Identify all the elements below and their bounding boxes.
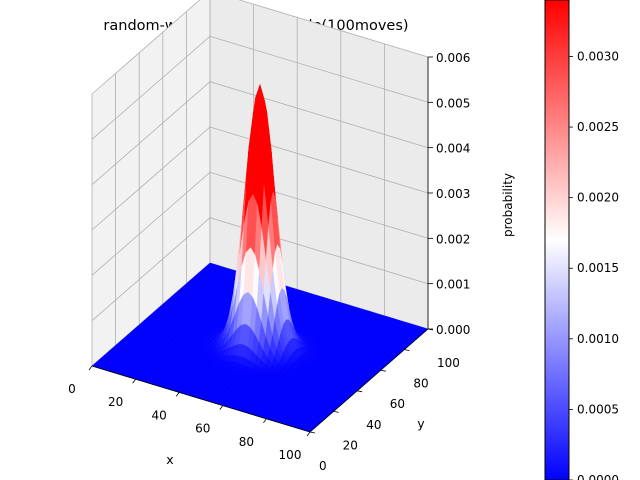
y-tick-label: 80 <box>413 377 428 391</box>
y-axis-line <box>309 328 429 433</box>
colorbar-tick-label: 0.0025 <box>577 120 619 134</box>
x-tick-label: 100 <box>279 448 302 462</box>
x-tick-mark <box>88 365 93 371</box>
y-tick-label: 60 <box>390 397 405 411</box>
colorbar: 0.0000 0.0005 0.0010 0.0015 0.0020 0.0025 0.00… <box>544 0 619 480</box>
x-tick-mark <box>306 431 311 437</box>
left-pane <box>92 0 210 366</box>
probability-surface <box>91 83 429 433</box>
z-tick-label: 0.005 <box>436 96 470 110</box>
y-axis-label: y <box>417 416 425 431</box>
y-tick-label: 40 <box>366 418 381 432</box>
x-tick-label: 80 <box>239 435 254 449</box>
z-tick-label: 0.000 <box>436 323 470 337</box>
z-tick-label: 0.001 <box>436 278 470 292</box>
x-tick-mark <box>132 378 136 384</box>
colorbar-ticks: 0.0000 0.0005 0.0010 0.0015 0.0020 0.0025 0.00… <box>569 49 619 480</box>
colorbar-tick-label: 0.0015 <box>577 261 619 275</box>
colorbar-tick-label: 0.0005 <box>577 402 619 416</box>
y-tick-mark <box>357 390 363 393</box>
z-gridline <box>91 35 429 140</box>
z-gridline <box>91 171 429 276</box>
y-tick-mark <box>380 369 386 372</box>
x-tick-label: 20 <box>108 395 123 409</box>
y-tick-mark <box>333 411 339 413</box>
z-tick-label: 0.006 <box>436 51 470 65</box>
z-gridline <box>91 81 429 186</box>
colorbar-gradient <box>544 0 570 480</box>
x-tick-label: 60 <box>195 422 210 436</box>
x-tick-label: 0 <box>68 382 76 396</box>
y-tick-label: 100 <box>437 356 460 370</box>
x-tick-mark <box>219 405 224 410</box>
z-gridline <box>91 217 429 322</box>
y-tick-label: 0 <box>319 459 327 473</box>
z-tick-label: 0.003 <box>436 187 470 201</box>
y-tick-mark <box>309 431 316 434</box>
y-tick-label: 20 <box>343 438 358 452</box>
z-tick-label: 0.004 <box>436 142 470 156</box>
axes-3d: 0 20 40 60 80 100 0 20 40 60 80 100 0.000 0.001 0.002 0… <box>68 0 515 473</box>
z-tick-label: 0.002 <box>436 232 470 246</box>
z-axis-label: probability <box>501 173 515 237</box>
tick-marks: 0 20 40 60 80 100 0 20 40 60 80 100 0.000 0.001 0.002 0… <box>68 51 470 473</box>
colorbar-tick-label: 0.0000 <box>577 473 619 480</box>
z-gridline <box>91 126 429 231</box>
y-tick-mark <box>404 349 410 351</box>
colorbar-tick-label: 0.0010 <box>577 332 619 346</box>
x-axis-line <box>91 365 311 433</box>
z-gridline <box>91 0 429 95</box>
x-tick-mark <box>263 418 267 424</box>
x-tick-mark <box>175 392 180 397</box>
x-tick-label: 40 <box>152 408 167 422</box>
colorbar-tick-label: 0.0030 <box>577 49 619 63</box>
colorbar-tick-label: 0.0020 <box>577 191 619 205</box>
x-axis-label: x <box>166 452 173 467</box>
